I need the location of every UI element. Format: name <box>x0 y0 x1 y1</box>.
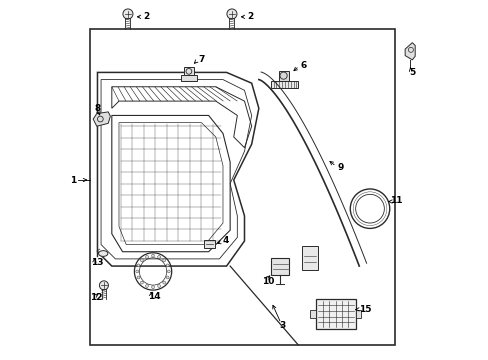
Circle shape <box>163 281 165 284</box>
Ellipse shape <box>99 251 108 256</box>
Text: 3: 3 <box>279 321 285 330</box>
Text: 13: 13 <box>91 258 103 267</box>
Circle shape <box>99 281 108 290</box>
Text: 11: 11 <box>389 196 402 205</box>
Circle shape <box>151 254 154 257</box>
Bar <box>271 81 298 88</box>
Text: 4: 4 <box>223 237 229 246</box>
Text: 2: 2 <box>246 12 253 21</box>
Polygon shape <box>405 42 414 60</box>
Text: 15: 15 <box>358 305 370 314</box>
Circle shape <box>157 256 160 258</box>
Bar <box>183 67 194 75</box>
Bar <box>204 240 215 248</box>
Circle shape <box>145 256 148 258</box>
Circle shape <box>151 286 154 289</box>
Circle shape <box>140 259 143 262</box>
Circle shape <box>145 285 148 287</box>
Bar <box>301 246 317 270</box>
Circle shape <box>226 9 237 19</box>
Text: 7: 7 <box>198 55 204 64</box>
Circle shape <box>122 9 133 19</box>
Circle shape <box>140 281 143 284</box>
Text: 2: 2 <box>142 12 149 21</box>
Bar <box>90 30 394 345</box>
Text: 10: 10 <box>261 276 274 285</box>
Circle shape <box>137 264 140 267</box>
Text: 1: 1 <box>70 176 76 185</box>
Circle shape <box>167 270 170 273</box>
Text: 14: 14 <box>147 292 160 301</box>
Bar <box>278 71 288 81</box>
Circle shape <box>166 276 169 279</box>
Text: 9: 9 <box>336 163 343 172</box>
Circle shape <box>163 259 165 262</box>
Bar <box>316 300 355 329</box>
Text: 6: 6 <box>300 61 305 70</box>
Text: 12: 12 <box>89 293 102 302</box>
Bar <box>181 75 196 81</box>
Bar <box>310 310 316 319</box>
Text: 8: 8 <box>94 104 101 113</box>
Bar <box>271 258 289 275</box>
Circle shape <box>136 270 139 273</box>
Circle shape <box>157 285 160 287</box>
Circle shape <box>166 264 169 267</box>
Text: 5: 5 <box>408 68 415 77</box>
Circle shape <box>137 276 140 279</box>
Polygon shape <box>93 112 110 126</box>
Bar <box>355 310 361 319</box>
